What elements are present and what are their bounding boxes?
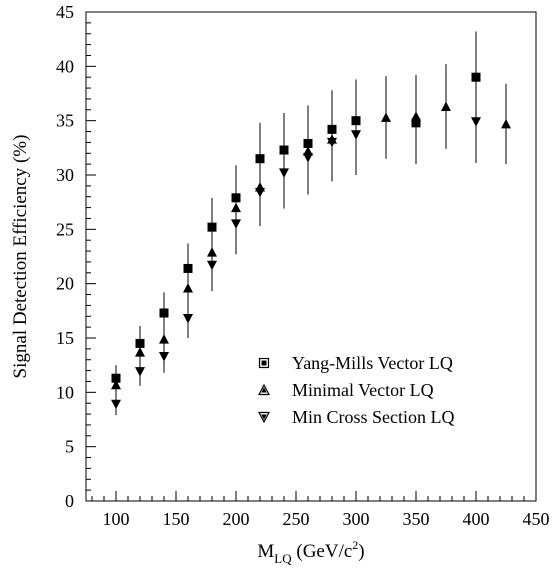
- y-tick-label: 35: [56, 111, 74, 131]
- data-point-triangle-down: [135, 367, 145, 377]
- legend-marker-fill: [261, 360, 267, 366]
- data-point-triangle-up: [183, 283, 193, 293]
- data-point-square: [471, 72, 481, 82]
- y-tick-label: 10: [56, 382, 74, 402]
- x-axis-label-main: M: [257, 541, 274, 562]
- x-tick-label: 150: [163, 509, 190, 529]
- x-tick-label: 100: [103, 509, 130, 529]
- x-axis-label-subscript: LQ: [274, 551, 292, 566]
- x-tick-label: 350: [403, 509, 430, 529]
- data-point-triangle-down: [471, 117, 481, 127]
- x-axis-label: MLQ (GeV/c2): [257, 538, 364, 566]
- legend-entry: Minimal Vector LQ: [258, 380, 434, 400]
- y-tick-label: 40: [56, 56, 74, 76]
- x-tick-label: 400: [463, 509, 490, 529]
- data-point-triangle-up: [501, 118, 511, 129]
- legend-label: Minimal Vector LQ: [292, 380, 434, 400]
- data-point-triangle-down: [159, 351, 169, 362]
- y-tick-label: 20: [56, 274, 74, 294]
- data-point-triangle-up: [411, 111, 421, 121]
- y-tick-labels: 0 5 10 15 20 25 30 35 40 45: [56, 2, 74, 511]
- x-tick-labels: 100 150 200 250 300 350 400 450: [103, 509, 550, 529]
- data-points: [111, 31, 511, 416]
- y-axis-label: Signal Detection Efficiency (%): [10, 135, 31, 379]
- legend: Yang-Mills Vector LQ Minimal Vector LQ Min…: [258, 353, 455, 427]
- y-tick-label: 5: [65, 437, 74, 457]
- data-point-triangle-down: [207, 260, 217, 271]
- y-tick-label: 15: [56, 328, 74, 348]
- legend-marker-fill: [261, 387, 267, 393]
- data-point-triangle-up: [159, 334, 169, 344]
- y-tick-label: 25: [56, 219, 74, 239]
- data-point-triangle-down: [327, 137, 337, 148]
- legend-label: Min Cross Section LQ: [292, 407, 455, 427]
- x-axis-label-unit: (GeV/c: [292, 541, 353, 562]
- legend-marker-fill: [261, 414, 267, 420]
- plot-frame: [85, 11, 537, 502]
- data-point-triangle-up: [441, 101, 451, 112]
- y-tick-label: 30: [56, 165, 74, 185]
- data-point-triangle-up: [135, 347, 145, 357]
- x-tick-label: 200: [223, 509, 250, 529]
- data-point-triangle-down: [183, 313, 193, 324]
- data-point-triangle-down: [111, 399, 121, 410]
- y-tick-label: 45: [56, 2, 74, 22]
- data-point-triangle-down: [231, 219, 241, 229]
- x-tick-label: 450: [523, 509, 550, 529]
- x-tick-label: 300: [343, 509, 370, 529]
- data-point-triangle-up: [111, 379, 121, 390]
- legend-entry: Yang-Mills Vector LQ: [258, 353, 453, 373]
- data-point-square: [159, 308, 169, 318]
- legend-entry: Min Cross Section LQ: [258, 407, 455, 427]
- x-axis-label-superscript: 2: [352, 538, 358, 552]
- data-point-triangle-down: [255, 187, 265, 198]
- x-tick-label: 250: [283, 509, 310, 529]
- y-tick-label: 0: [65, 491, 74, 511]
- data-point-triangle-down: [351, 130, 361, 140]
- data-point-triangle-up: [381, 112, 391, 122]
- legend-label: Yang-Mills Vector LQ: [292, 353, 453, 373]
- data-point-triangle-down: [279, 168, 289, 178]
- axis-ticks: [86, 11, 537, 502]
- data-point-triangle-down: [303, 153, 313, 163]
- x-axis-label-unit-close: ): [358, 541, 364, 562]
